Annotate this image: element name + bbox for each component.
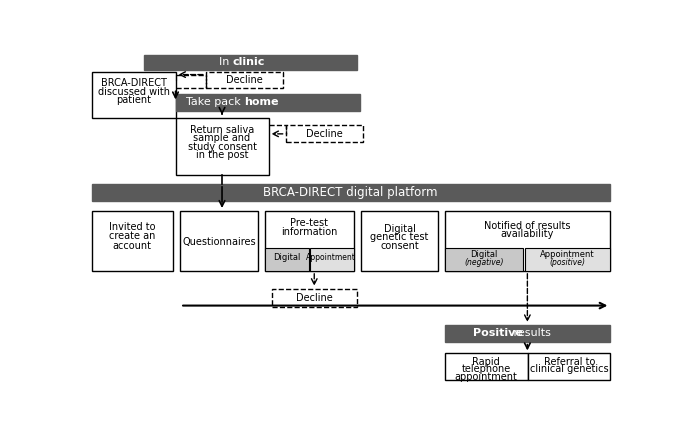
- Text: create an: create an: [109, 231, 155, 241]
- FancyBboxPatch shape: [445, 325, 610, 342]
- FancyBboxPatch shape: [92, 184, 610, 201]
- Text: Decline: Decline: [296, 293, 333, 303]
- Text: Notified of results: Notified of results: [484, 221, 571, 230]
- Text: discussed with: discussed with: [98, 87, 170, 97]
- Text: (positive): (positive): [549, 258, 586, 267]
- Text: patient: patient: [116, 95, 151, 105]
- Text: information: information: [281, 227, 337, 237]
- Text: Pre-test: Pre-test: [290, 218, 328, 228]
- Text: Questionnaires: Questionnaires: [182, 237, 256, 248]
- FancyBboxPatch shape: [286, 125, 363, 142]
- FancyBboxPatch shape: [206, 72, 284, 88]
- Text: Referral to: Referral to: [543, 357, 595, 367]
- Text: Invited to: Invited to: [109, 222, 155, 232]
- Text: availability: availability: [501, 229, 554, 239]
- Text: consent: consent: [380, 241, 419, 251]
- Text: BRCA-DIRECT: BRCA-DIRECT: [101, 78, 166, 88]
- Text: Return saliva: Return saliva: [190, 125, 254, 135]
- FancyBboxPatch shape: [92, 72, 175, 118]
- Text: genetic test: genetic test: [371, 232, 429, 242]
- Text: study consent: study consent: [188, 142, 256, 152]
- Text: appointment: appointment: [455, 372, 518, 382]
- Text: Digital: Digital: [384, 224, 415, 233]
- Text: BRCA-DIRECT digital platform: BRCA-DIRECT digital platform: [264, 186, 438, 199]
- Text: Digital: Digital: [273, 254, 300, 263]
- FancyBboxPatch shape: [175, 118, 269, 175]
- Text: sample and: sample and: [193, 133, 251, 143]
- FancyBboxPatch shape: [272, 289, 357, 307]
- Text: Appointment: Appointment: [540, 250, 595, 259]
- FancyBboxPatch shape: [445, 211, 610, 271]
- Text: Positive: Positive: [473, 328, 523, 338]
- FancyBboxPatch shape: [175, 94, 360, 111]
- FancyBboxPatch shape: [528, 353, 610, 380]
- Text: Digital: Digital: [471, 250, 498, 259]
- Text: (negative): (negative): [464, 258, 503, 267]
- Text: results: results: [510, 328, 551, 338]
- Text: account: account: [112, 241, 151, 251]
- FancyBboxPatch shape: [92, 211, 173, 271]
- Text: telephone: telephone: [462, 365, 511, 375]
- FancyBboxPatch shape: [264, 248, 309, 271]
- FancyBboxPatch shape: [445, 353, 528, 380]
- Text: Decline: Decline: [306, 129, 342, 139]
- FancyBboxPatch shape: [525, 248, 610, 271]
- FancyBboxPatch shape: [180, 211, 258, 271]
- FancyBboxPatch shape: [144, 54, 357, 70]
- Text: clinical genetics: clinical genetics: [530, 365, 608, 375]
- FancyBboxPatch shape: [361, 211, 438, 271]
- FancyBboxPatch shape: [445, 248, 523, 271]
- Text: in the post: in the post: [196, 151, 248, 160]
- Text: Rapid: Rapid: [473, 357, 500, 367]
- Text: Appointment: Appointment: [306, 254, 356, 263]
- Text: In: In: [219, 57, 233, 67]
- FancyBboxPatch shape: [264, 211, 353, 271]
- Text: home: home: [245, 97, 279, 107]
- Text: Take pack: Take pack: [186, 97, 245, 107]
- Text: Decline: Decline: [226, 75, 263, 85]
- Text: clinic: clinic: [233, 57, 265, 67]
- FancyBboxPatch shape: [310, 248, 353, 271]
